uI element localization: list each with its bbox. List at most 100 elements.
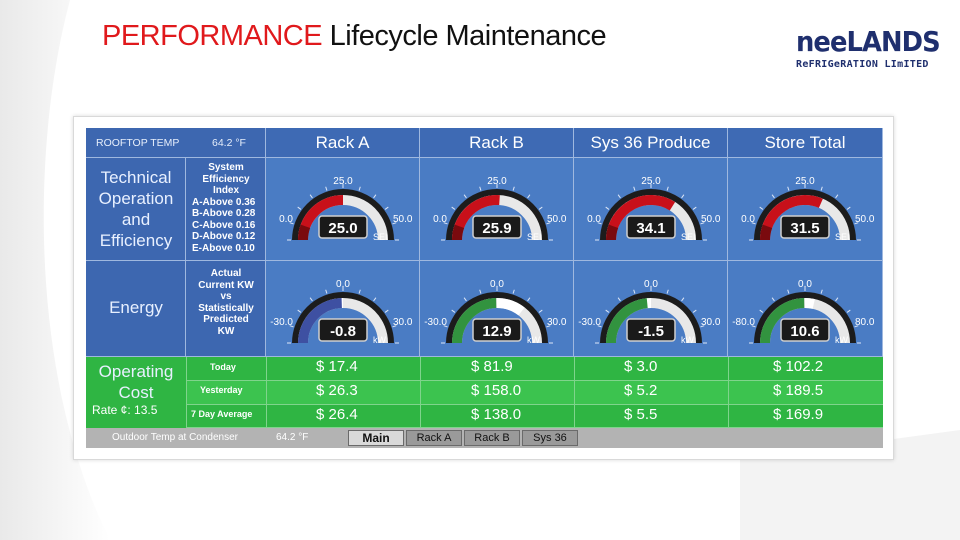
gauge-tick: [443, 222, 448, 225]
gauge-tick: [751, 325, 756, 328]
dashboard-panel: ROOFTOP TEMP 64.2 °F Rack A Rack B Sys 3…: [86, 128, 883, 448]
technical-desc-cell: System Efficiency Index A-Above 0.36 B-A…: [186, 158, 266, 261]
footer-value: 64.2 °F: [276, 432, 309, 443]
company-logo: neeLANDS ReFRIGeRATION LImITED: [796, 25, 941, 72]
gauge-energy-1: 0.0 -30.0 30.0 12.9 kW: [424, 279, 567, 345]
gauge-tick: [384, 309, 389, 313]
gauge-top-label: 0.0: [644, 279, 658, 290]
gauge-max-label: 30.0: [547, 317, 567, 328]
gauge-value: 25.0: [328, 220, 357, 237]
cost-row-yesterday: [186, 381, 883, 405]
gauge-tick: [538, 206, 543, 210]
gauge-tick: [759, 309, 764, 313]
gauge-top-label: 0.0: [490, 279, 504, 290]
cost-value: $ 26.4: [316, 406, 358, 423]
gauge-tick: [289, 222, 294, 225]
gauge-tick: [309, 297, 313, 302]
gauge-unit: kW: [681, 335, 695, 345]
gauge-tick: [617, 194, 621, 199]
period-label-today: Today: [210, 362, 236, 372]
gauge-top-label: 0.0: [798, 279, 812, 290]
gauge-cell: [266, 158, 420, 261]
gauge-tick: [633, 186, 636, 191]
gauge-unit: SEI: [681, 232, 696, 242]
gauge-tick: [512, 186, 515, 191]
tab-rack-b[interactable]: Rack B: [464, 430, 520, 446]
grade-line: E-Above 0.10: [192, 242, 255, 254]
page-title: PERFORMANCE Lifecycle Maintenance: [102, 20, 607, 53]
gauge-technical-0: 25.0 0.0 50.0 25.0 SEI: [279, 176, 413, 242]
cost-title-line: Operating: [98, 362, 174, 381]
cost-value: $ 81.9: [471, 358, 513, 375]
gauge-tick: [617, 297, 621, 302]
gauge-unit: kW: [835, 335, 849, 345]
gauge-value: -0.8: [330, 323, 356, 340]
gauge-tick: [479, 186, 482, 191]
gauge-tick: [358, 186, 361, 191]
gauge-unit: SEI: [373, 232, 388, 242]
tab-main[interactable]: Main: [348, 430, 404, 446]
cost-value: $ 102.2: [773, 358, 824, 375]
cost-value: $ 158.0: [471, 382, 522, 399]
logo-name: neeLANDS: [796, 25, 941, 58]
gauge-tick: [846, 206, 851, 210]
energy-desc-cell: Actual Current KW vs Statistically Predi…: [186, 261, 266, 357]
energy-title: Energy: [109, 298, 163, 317]
gauge-readout-box: [626, 318, 676, 342]
cost-divider: [574, 357, 575, 428]
gauge-tick: [373, 194, 377, 199]
gauge-top-label: 25.0: [795, 176, 815, 187]
gauge-readout-box: [318, 318, 368, 342]
cost-divider: [420, 357, 421, 428]
gauge-readout-box: [472, 318, 522, 342]
technical-title-line: Operation: [98, 189, 174, 208]
tab-rack-a[interactable]: Rack A: [406, 430, 462, 446]
desc-line: KW: [217, 325, 235, 337]
gauge-tick: [392, 222, 397, 225]
gauge-unit: SEI: [835, 232, 850, 242]
gauge-value: 10.6: [790, 323, 819, 340]
gauge-tick: [835, 194, 839, 199]
gauge-min-label: 0.0: [587, 214, 601, 225]
rooftop-cell: ROOFTOP TEMP 64.2 °F: [86, 128, 266, 158]
cost-value: $ 5.5: [624, 406, 658, 423]
gauge-tick: [309, 194, 313, 199]
gauge-technical-2: 25.0 0.0 50.0 34.1 SEI: [587, 176, 721, 242]
gauge-top-label: 25.0: [641, 176, 661, 187]
desc-line: Statistically: [198, 302, 254, 314]
gauge-energy-0: 0.0 -30.0 30.0 -0.8 kW: [270, 279, 413, 345]
gauge-tick: [463, 297, 467, 302]
gauge-tick: [451, 206, 456, 210]
gauge-tick: [692, 309, 697, 313]
gauge-cell: [728, 158, 883, 261]
gauge-tick: [692, 206, 697, 210]
gauge-value: -1.5: [638, 323, 664, 340]
gauge-min-label: 0.0: [279, 214, 293, 225]
cost-divider: [266, 357, 267, 428]
gauge-max-label: 50.0: [393, 214, 413, 225]
rooftop-value: 64.2 °F: [212, 137, 246, 149]
tab-sys36[interactable]: Sys 36: [522, 430, 578, 446]
gauge-value: 12.9: [482, 323, 511, 340]
gauge-tick: [527, 297, 531, 302]
cost-value: $ 169.9: [773, 406, 824, 423]
gauge-readout-box: [472, 215, 522, 239]
gauge-min-label: -80.0: [732, 317, 755, 328]
cost-divider: [186, 357, 187, 428]
gauge-min-label: -30.0: [424, 317, 447, 328]
footer-bar: Outdoor Temp at Condenser 64.2 °F Main R…: [86, 428, 883, 448]
gauge-min-label: -30.0: [578, 317, 601, 328]
gauge-value: 34.1: [636, 220, 665, 237]
gauge-max-label: 80.0: [855, 317, 875, 328]
gauge-min-label: 0.0: [741, 214, 755, 225]
gauge-tick: [392, 325, 397, 328]
rooftop-label: ROOFTOP TEMP: [96, 137, 180, 149]
gauge-unit: SEI: [527, 232, 542, 242]
logo-subtitle: ReFRIGeRATION LImITED: [796, 59, 929, 70]
gauge-tick: [820, 186, 823, 191]
gauge-technical-3: 25.0 0.0 50.0 31.5 SEI: [741, 176, 875, 242]
gauge-tick: [289, 325, 294, 328]
gauge-tick: [751, 222, 756, 225]
gauge-readout-box: [780, 318, 830, 342]
gauge-tick: [681, 194, 685, 199]
